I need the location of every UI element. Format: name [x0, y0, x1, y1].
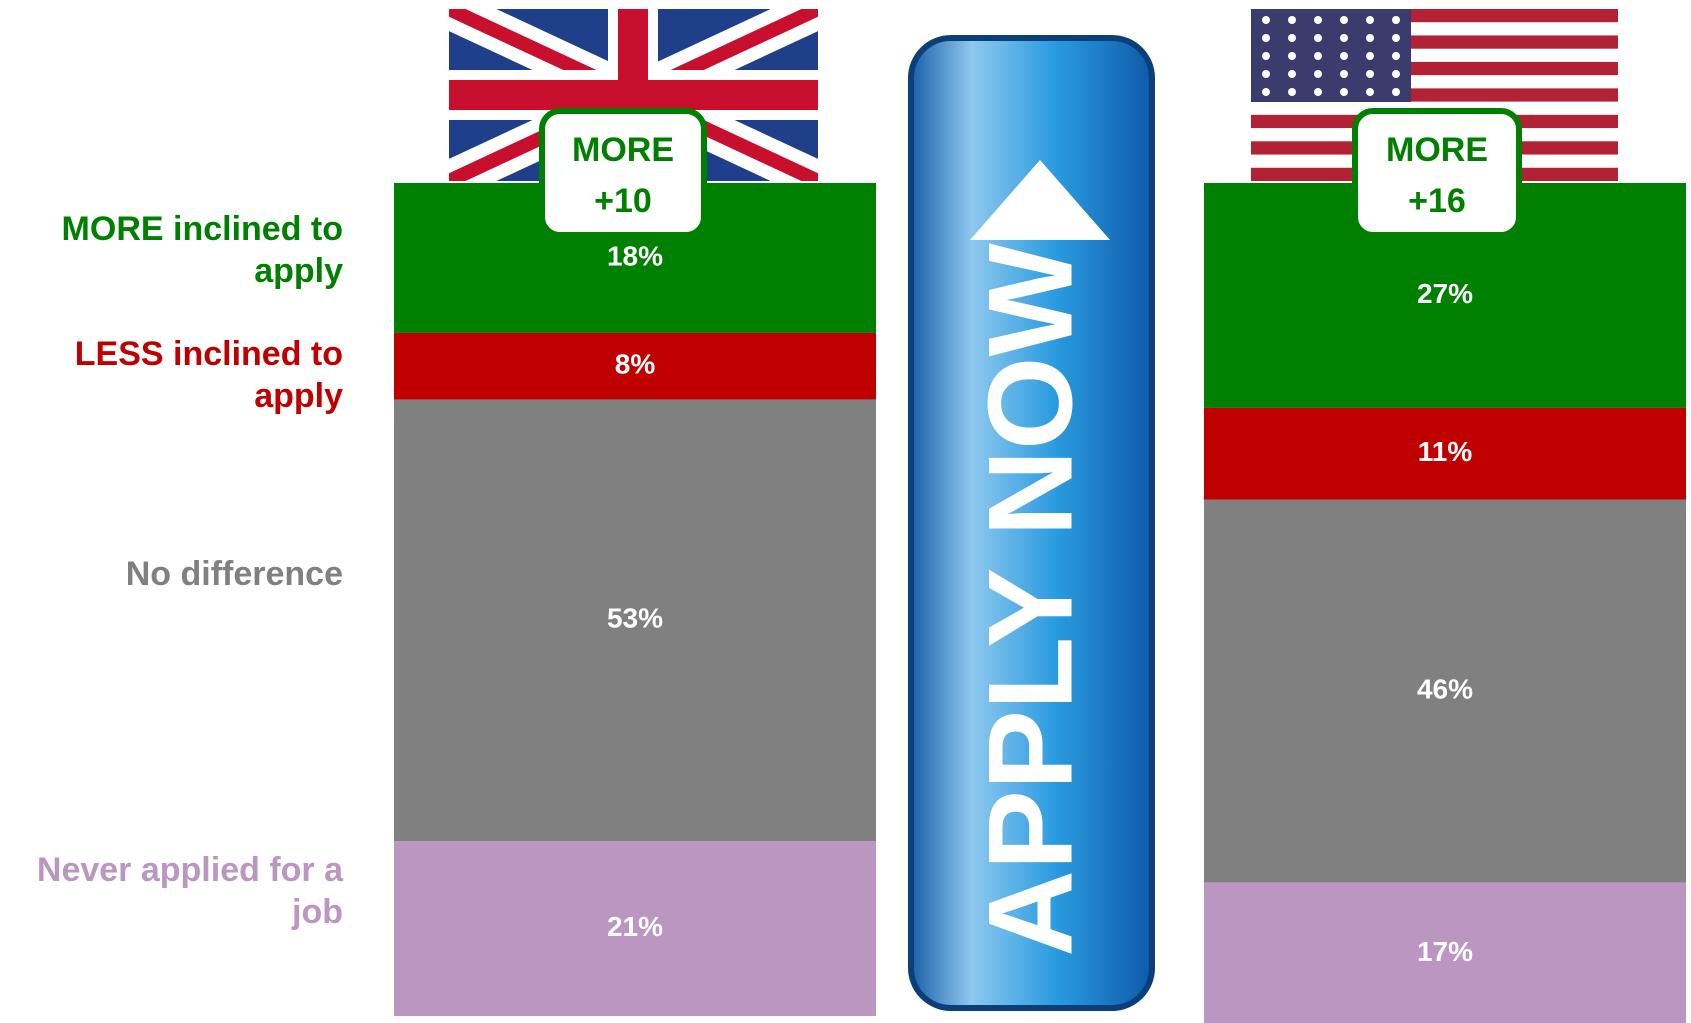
badge-label: MORE — [572, 131, 674, 169]
flag-star — [1314, 16, 1322, 24]
flag-canton — [1251, 9, 1411, 102]
flag-star — [1262, 88, 1270, 96]
value-label: 11% — [1418, 436, 1473, 467]
flag-star — [1288, 34, 1296, 42]
flag-star — [1262, 70, 1270, 78]
legend-label: MORE inclined to apply — [23, 208, 343, 292]
flag-star — [1392, 52, 1400, 60]
flag-star — [1340, 34, 1348, 42]
value-label: 27% — [1417, 278, 1473, 309]
flag-star — [1366, 52, 1374, 60]
value-label: 46% — [1417, 674, 1473, 705]
flag-star — [1340, 70, 1348, 78]
badge-text: +16 — [1408, 182, 1466, 220]
flag-star — [1262, 16, 1270, 24]
flag-star — [1314, 52, 1322, 60]
flag-star — [1340, 52, 1348, 60]
flag-star — [1288, 16, 1296, 24]
value-label: 21% — [607, 911, 663, 942]
flag-star — [1392, 34, 1400, 42]
flag-star — [1366, 16, 1374, 24]
legend-label: Never applied for a job — [23, 849, 343, 933]
value-label: 8% — [615, 349, 656, 380]
flag-star — [1392, 70, 1400, 78]
legend-label: No difference — [23, 553, 343, 595]
flag-star — [1262, 52, 1270, 60]
badge-text: +10 — [594, 182, 652, 220]
value-label: 53% — [607, 603, 663, 634]
flag-star — [1340, 88, 1348, 96]
button-text[interactable]: APPLY NOW — [964, 243, 1098, 957]
value-label: 17% — [1417, 936, 1473, 967]
flag-star — [1366, 70, 1374, 78]
flag-star — [1314, 70, 1322, 78]
legend-label: LESS inclined to apply — [23, 333, 343, 417]
badge-label: MORE — [1386, 131, 1488, 169]
flag-star — [1288, 70, 1296, 78]
flag-star — [1366, 88, 1374, 96]
flag-star — [1288, 52, 1296, 60]
page: APPLY NOW 18% 8% 53% 21% 27% 11% 46% 17% MORE +10… — [0, 0, 1691, 1023]
flag-star — [1392, 16, 1400, 24]
flag-star — [1262, 34, 1270, 42]
flag-star — [1392, 88, 1400, 96]
flag-star — [1314, 34, 1322, 42]
flag-star — [1340, 16, 1348, 24]
flag-star — [1288, 88, 1296, 96]
flag-star — [1314, 88, 1322, 96]
flag-star — [1366, 34, 1374, 42]
value-label: 18% — [607, 240, 663, 271]
